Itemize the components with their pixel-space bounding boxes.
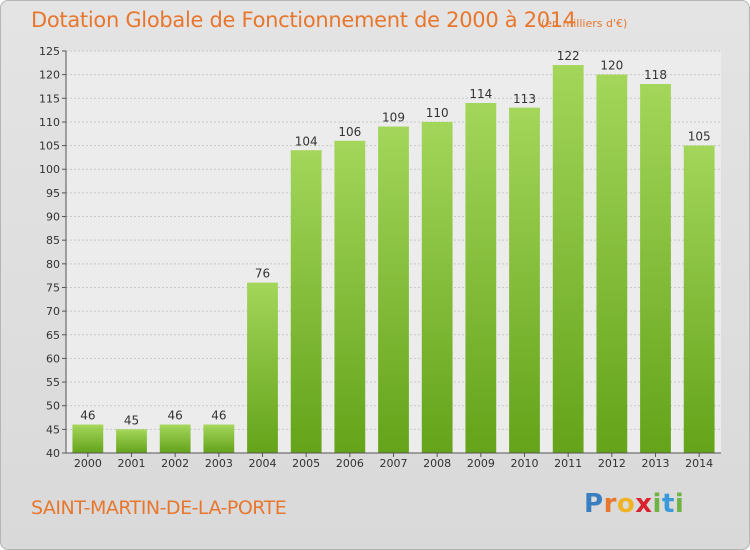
bar xyxy=(465,103,497,453)
y-tick-label: 55 xyxy=(46,376,60,389)
bar-value-label: 46 xyxy=(80,409,95,423)
x-tick-label: 2009 xyxy=(467,457,495,470)
bar-top-highlight xyxy=(640,84,671,87)
y-tick-label: 95 xyxy=(46,187,60,200)
labels: 46 45 46 46 76 104 106 109 110 114 113 122 120 118 105 xyxy=(80,49,710,427)
bar-top-highlight xyxy=(552,65,584,68)
brand-logo-letter: o xyxy=(616,489,636,519)
brand-logo-letter: t xyxy=(661,489,675,519)
bar xyxy=(421,121,453,454)
x-tick-label: 2011 xyxy=(554,457,582,470)
bar-top-highlight xyxy=(116,429,147,432)
x-tick-label: 2010 xyxy=(511,457,539,470)
bar xyxy=(159,424,191,453)
brand-logo-letter: P xyxy=(584,489,604,519)
brand-logo-letter: i xyxy=(674,489,685,519)
chart-subtitle: (en milliers d'€) xyxy=(541,17,628,30)
bar-value-label: 113 xyxy=(513,92,536,106)
bar xyxy=(203,424,235,453)
bar-value-label: 46 xyxy=(211,409,226,423)
y-tick-label: 100 xyxy=(39,163,60,176)
bar-top-highlight xyxy=(378,126,409,129)
y-tick-label: 40 xyxy=(46,447,60,460)
axes: 40 45 50 55 60 65 70 75 80 85 90 95 100 105 110 115 120 1… xyxy=(39,45,721,470)
bar xyxy=(334,140,366,453)
y-tick-label: 60 xyxy=(46,352,60,365)
x-tick-label: 2002 xyxy=(161,457,189,470)
bar xyxy=(552,65,584,453)
y-tick-label: 45 xyxy=(46,423,60,436)
bar xyxy=(378,126,409,453)
bar-value-label: 105 xyxy=(688,130,711,144)
x-tick-label: 2013 xyxy=(642,457,670,470)
bar-top-highlight xyxy=(465,103,497,106)
bar-value-label: 114 xyxy=(469,87,492,101)
bar-top-highlight xyxy=(247,282,278,285)
x-tick-label: 2006 xyxy=(336,457,364,470)
bar-top-highlight xyxy=(203,424,235,427)
bar-value-label: 45 xyxy=(124,413,139,427)
bar-value-label: 109 xyxy=(382,111,405,125)
y-tick-label: 80 xyxy=(46,258,60,271)
bar xyxy=(247,282,278,453)
y-tick-label: 70 xyxy=(46,305,60,318)
y-tick-label: 90 xyxy=(46,211,60,224)
commune-name: SAINT-MARTIN-DE-LA-PORTE xyxy=(31,497,287,519)
bar-value-label: 76 xyxy=(255,267,270,281)
bar-top-highlight xyxy=(159,424,191,427)
bar xyxy=(596,74,628,453)
x-tick-label: 2004 xyxy=(249,457,277,470)
bar-value-label: 118 xyxy=(644,68,667,82)
brand-logo-letter: r xyxy=(603,489,617,519)
bar-value-label: 106 xyxy=(338,125,361,139)
bar-value-label: 120 xyxy=(600,59,623,73)
bar-value-label: 122 xyxy=(557,49,580,63)
y-tick-label: 110 xyxy=(39,116,60,129)
bar-top-highlight xyxy=(72,424,104,427)
bar-top-highlight xyxy=(290,150,322,153)
bar-value-label: 46 xyxy=(168,409,183,423)
bar xyxy=(290,150,322,454)
bar-top-highlight xyxy=(509,107,540,110)
x-tick-label: 2001 xyxy=(118,457,146,470)
y-tick-label: 75 xyxy=(46,281,60,294)
bars xyxy=(72,65,715,454)
chart-title: Dotation Globale de Fonctionnement de 20… xyxy=(31,8,576,32)
y-tick-label: 50 xyxy=(46,400,60,413)
x-tick-label: 2005 xyxy=(292,457,320,470)
x-tick-label: 2000 xyxy=(74,457,102,470)
brand-logo: Proxiti xyxy=(584,489,684,519)
bar-top-highlight xyxy=(683,145,715,148)
bar xyxy=(640,84,671,453)
bar-top-highlight xyxy=(421,121,453,124)
bar xyxy=(509,107,540,454)
x-tick-label: 2012 xyxy=(598,457,626,470)
bar xyxy=(72,424,104,453)
bar-top-highlight xyxy=(334,140,366,143)
x-tick-label: 2007 xyxy=(380,457,408,470)
y-tick-label: 65 xyxy=(46,329,60,342)
brand-logo-letter: i xyxy=(652,489,662,519)
y-tick-label: 125 xyxy=(39,45,60,58)
bar xyxy=(683,145,715,453)
bar-value-label: 110 xyxy=(426,106,449,120)
y-tick-label: 120 xyxy=(39,69,60,82)
bar-top-highlight xyxy=(596,74,628,77)
brand-logo-letter: x xyxy=(635,489,653,519)
x-tick-label: 2014 xyxy=(685,457,713,470)
y-tick-label: 115 xyxy=(39,92,60,105)
bar-value-label: 104 xyxy=(295,134,318,148)
x-tick-label: 2003 xyxy=(205,457,233,470)
y-tick-label: 105 xyxy=(39,140,60,153)
x-tick-label: 2008 xyxy=(423,457,451,470)
y-tick-label: 85 xyxy=(46,234,60,247)
bar xyxy=(116,429,147,453)
